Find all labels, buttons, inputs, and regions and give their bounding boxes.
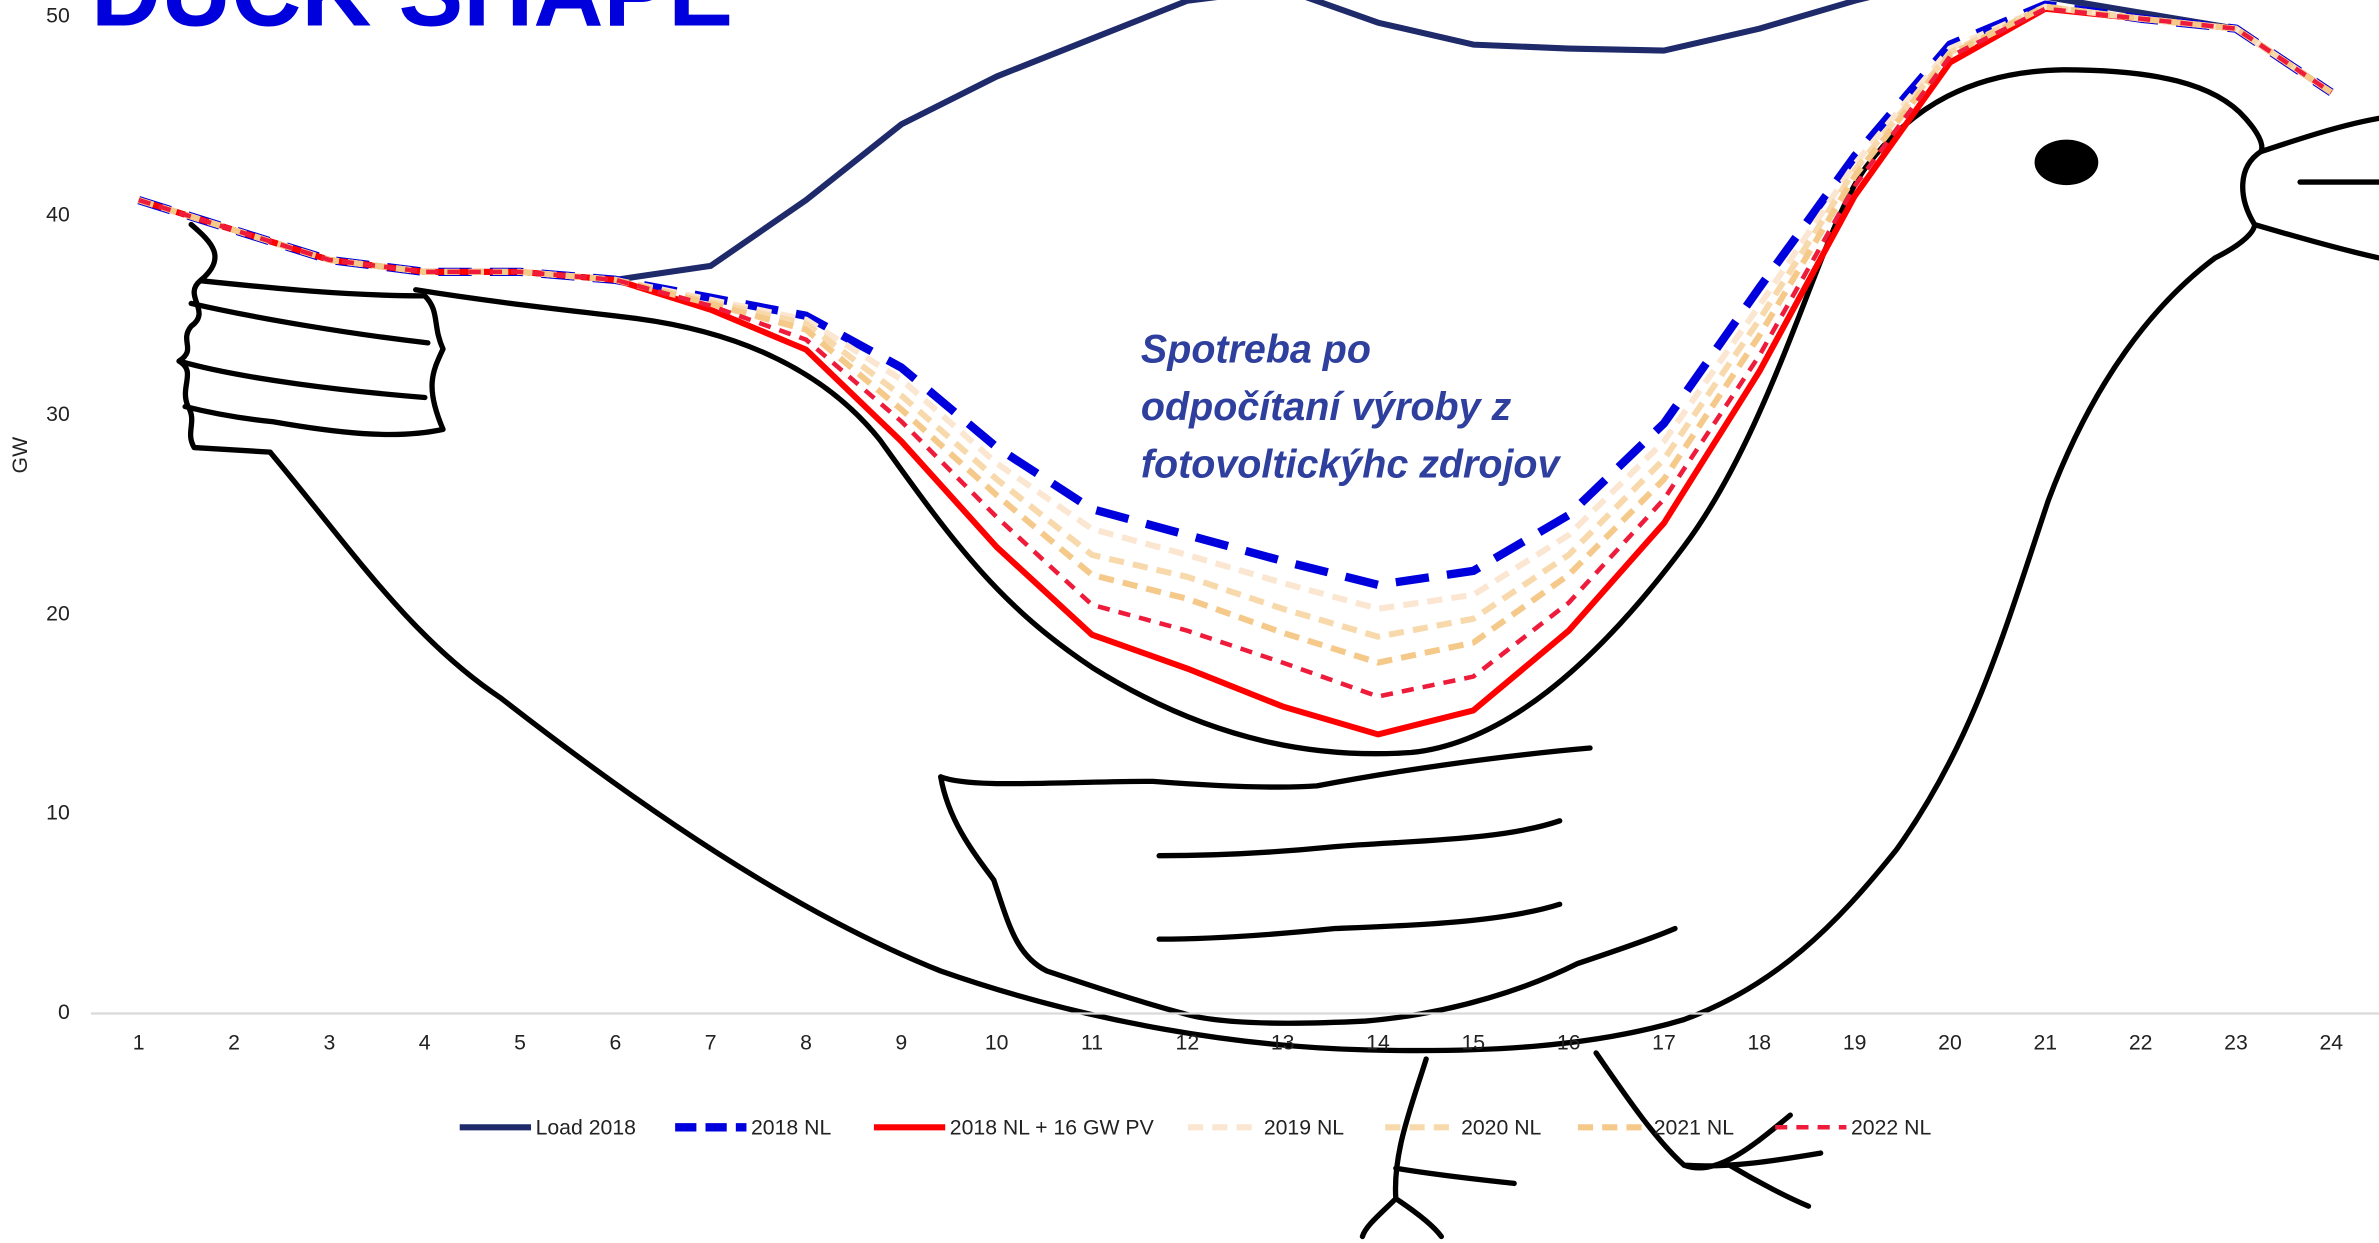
x-tick-label: 4: [419, 1030, 431, 1054]
x-tick-label: 22: [2129, 1030, 2153, 1054]
legend-label: 2018 NL: [751, 1115, 831, 1139]
x-tick-label: 24: [2319, 1030, 2343, 1054]
x-tick-label: 18: [1748, 1030, 1772, 1054]
duck-tail: [176, 221, 446, 455]
plot-area: [137, 0, 2334, 738]
annotation: odpočítaní výroby z: [1141, 385, 1512, 429]
series-line: [137, 5, 2333, 738]
y-tick-label: 0: [58, 1000, 70, 1024]
series-line: [138, 6, 2333, 699]
series-line: [137, 3, 2333, 612]
y-tick-label: 20: [46, 601, 70, 625]
x-tick-label: 17: [1652, 1030, 1676, 1054]
x-tick-label: 15: [1462, 1030, 1486, 1054]
y-axis-label: GW: [8, 437, 32, 474]
legend-label: 2018 NL + 16 GW PV: [950, 1115, 1155, 1139]
legend-label: 2020 NL: [1461, 1115, 1541, 1139]
x-tick-label: 2: [228, 1030, 240, 1054]
y-tick-label: 50: [46, 3, 70, 27]
duck-drawing: [176, 67, 2379, 1240]
duck-legs: [1359, 1050, 1824, 1240]
legend: Load 2018 2018 NL 2018 NL + 16 GW PV 2019 N…: [459, 1115, 1931, 1139]
y-tick-label: 40: [46, 203, 70, 227]
duck-body: [267, 221, 2258, 1054]
x-tick-label: 3: [323, 1030, 335, 1054]
x-tick-label: 10: [985, 1030, 1009, 1054]
series-line: [137, 3, 2333, 640]
annotation: Spotreba po: [1141, 327, 1371, 371]
x-tick-label: 12: [1176, 1030, 1200, 1054]
x-tick-label: 6: [609, 1030, 621, 1054]
duck-back: [413, 67, 2265, 757]
y-tick-label: 10: [46, 801, 70, 825]
duck-eye: [2034, 139, 2099, 186]
x-tick-label: 16: [1557, 1030, 1581, 1054]
chart-root: DUCK SHAPE GW Load 2018 2018 NL 2018 NL + …: [8, 0, 2379, 1240]
x-tick-label: 5: [514, 1030, 526, 1054]
x-tick-label: 21: [2033, 1030, 2057, 1054]
duck-wing: [938, 745, 1678, 1026]
x-tick-label: 23: [2224, 1030, 2248, 1054]
legend-label: 2019 NL: [1264, 1115, 1344, 1139]
chart-title: DUCK SHAPE: [91, 0, 733, 47]
legend-label: 2022 NL: [1851, 1115, 1931, 1139]
duck-beak: [2240, 115, 2379, 261]
series-line: [137, 0, 2334, 590]
x-tick-label: 14: [1366, 1030, 1390, 1054]
x-tick-label: 7: [705, 1030, 717, 1054]
y-tick-label: 30: [46, 402, 70, 426]
x-tick-label: 9: [895, 1030, 907, 1054]
x-tick-label: 1: [133, 1030, 145, 1054]
x-tick-label: 20: [1938, 1030, 1962, 1054]
x-tick-label: 11: [1081, 1030, 1103, 1054]
x-tick-label: 19: [1843, 1030, 1867, 1054]
legend-label: 2021 NL: [1654, 1115, 1734, 1139]
annotation: fotovoltickýhc zdrojov: [1141, 443, 1562, 487]
x-tick-label: 8: [800, 1030, 812, 1054]
x-tick-label: 13: [1271, 1030, 1295, 1054]
legend-label: Load 2018: [536, 1115, 636, 1139]
